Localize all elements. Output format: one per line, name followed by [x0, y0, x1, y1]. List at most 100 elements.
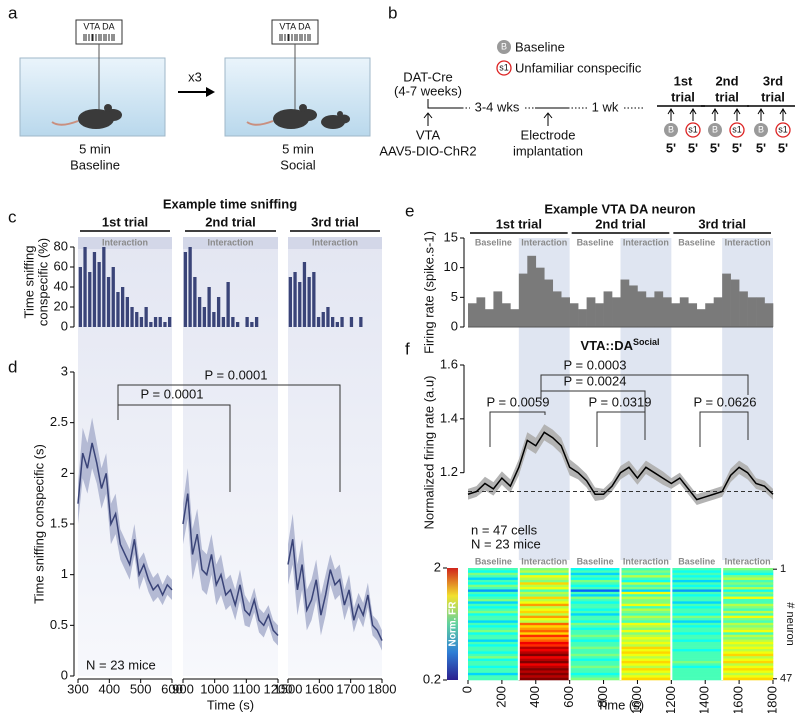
heat-cell — [671, 577, 723, 581]
heat-cell — [518, 629, 570, 633]
y-tick-label: 0.5 — [50, 617, 68, 632]
heat-cell — [671, 620, 723, 624]
heat-cell — [722, 620, 774, 624]
bar — [569, 303, 579, 327]
bar — [250, 322, 254, 327]
bar — [620, 279, 630, 327]
x-tick-label: 600 — [561, 686, 576, 708]
y-tick-label: 5 — [451, 289, 458, 304]
p-value: P = 0.0319 — [588, 394, 651, 409]
heat-cell — [569, 594, 621, 597]
heat-cell — [518, 589, 570, 593]
heat-cell — [468, 606, 520, 609]
heat-cell — [468, 632, 520, 636]
x-tick-label: 800 — [595, 686, 610, 708]
heat-cell — [468, 660, 520, 664]
heat-cell — [671, 627, 723, 631]
heat-cell — [518, 646, 570, 650]
heat-cell — [722, 584, 774, 588]
bar — [298, 282, 302, 327]
bar — [149, 322, 153, 327]
colorbar-tick-label: 2 — [434, 559, 441, 574]
heat-cell — [620, 603, 672, 607]
heat-cell — [671, 615, 723, 619]
step-line: Electrode — [521, 127, 576, 142]
heat-cell — [671, 670, 723, 674]
heat-cell — [722, 615, 774, 619]
heat-cell — [671, 582, 723, 585]
heat-cell — [468, 622, 520, 626]
y-tick-label: 15 — [444, 229, 458, 244]
bar — [747, 297, 757, 327]
heat-cell — [620, 637, 672, 640]
title-superscript: Social — [633, 337, 660, 347]
heat-cell — [569, 606, 621, 609]
heat-cell — [671, 596, 723, 600]
heat-cell — [671, 584, 723, 588]
y-tick-label: 2 — [61, 465, 68, 480]
bar — [628, 285, 638, 327]
y-axis-label: Time sniffing — [21, 246, 36, 319]
heat-cell — [468, 577, 520, 581]
y-tick-label: 10 — [444, 259, 458, 274]
bar — [595, 303, 604, 327]
heat-cell — [569, 577, 621, 581]
bar — [254, 317, 259, 327]
bar — [153, 317, 158, 327]
heat-cell — [569, 587, 621, 590]
heat-cell — [569, 608, 621, 612]
x-tick-label: 1800 — [368, 681, 397, 696]
bar — [671, 303, 681, 327]
heat-cell — [620, 670, 672, 674]
bar — [510, 309, 520, 327]
bar — [484, 309, 494, 327]
bar — [235, 322, 240, 327]
heat-cell — [518, 649, 570, 652]
heat-cell — [468, 677, 520, 681]
x-tick-label: 1500 — [274, 681, 303, 696]
trial-symbol: B — [758, 124, 764, 134]
heat-cell — [468, 663, 520, 667]
heat-cell — [722, 575, 774, 578]
heat-cell — [468, 653, 520, 657]
heat-cell — [569, 660, 621, 664]
legend-label: Baseline — [515, 39, 565, 54]
heat-cell — [569, 670, 621, 674]
heat-cell — [569, 675, 621, 678]
bar — [331, 317, 335, 327]
y-tick-label: 1 — [61, 566, 68, 581]
bar — [92, 252, 97, 327]
heat-cell — [722, 589, 774, 593]
significance-bracket — [596, 411, 646, 447]
heat-cell — [569, 663, 621, 667]
heat-cell — [671, 639, 723, 643]
heat-cell — [722, 596, 774, 600]
bar — [696, 309, 706, 327]
heat-cell — [518, 582, 570, 585]
legend-label: Unfamiliar conspecific — [515, 60, 642, 75]
heat-cell — [518, 598, 570, 602]
y-tick-label: 20 — [54, 298, 68, 313]
x-tick-label: 1700 — [336, 681, 365, 696]
trial-word: trial — [671, 89, 695, 104]
heat-cell — [722, 582, 774, 585]
heat-cell — [620, 649, 672, 652]
interval: 1 wk — [592, 99, 619, 114]
bar — [139, 317, 144, 327]
heat-cell — [518, 639, 570, 643]
heat-cell — [569, 637, 621, 640]
heat-cell — [468, 658, 520, 662]
x-tick-label: 900 — [172, 681, 194, 696]
heat-cell — [620, 641, 672, 645]
heat-cell — [671, 589, 723, 593]
chart-title: Example VTA DA neuron — [544, 201, 695, 216]
y-tick-label: 2.5 — [50, 414, 68, 429]
heat-cell — [722, 665, 774, 669]
heat-cell — [620, 677, 672, 681]
heat-cell — [620, 594, 672, 597]
heat-cell — [569, 646, 621, 650]
trial-symbol: B — [668, 124, 674, 134]
bar — [340, 317, 344, 327]
heat-cell — [518, 668, 570, 671]
step-line: implantation — [513, 143, 583, 158]
